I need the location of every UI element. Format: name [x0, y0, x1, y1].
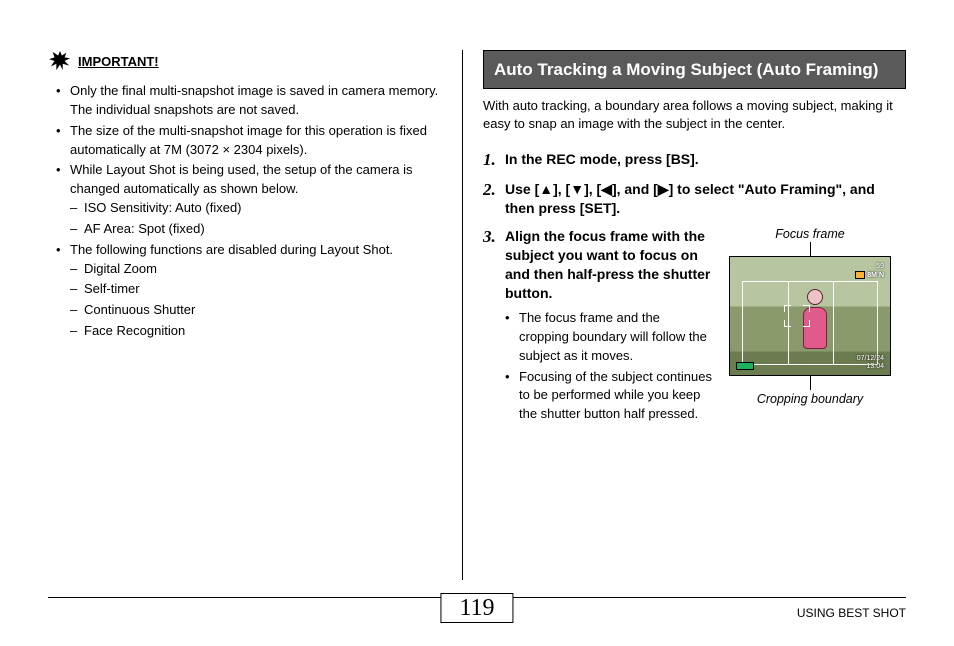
step-text: In the REC mode, press [BS].: [505, 150, 699, 169]
cropping-boundary-box: [742, 281, 878, 365]
leader-line: [810, 242, 811, 256]
dash-item: Self-timer: [84, 280, 444, 299]
step-text: Use [▲], [▼], [◀], and [▶] to select "Au…: [505, 180, 906, 218]
bullet-item: The following functions are disabled dur…: [70, 241, 444, 341]
t: Use [: [505, 181, 539, 197]
osd-mode: N: [879, 272, 884, 279]
step-1: 1. In the REC mode, press [BS].: [483, 150, 906, 170]
t: ], [: [553, 181, 570, 197]
focus-frame-box: [784, 305, 810, 327]
step-2: 2. Use [▲], [▼], [◀], and [▶] to select …: [483, 180, 906, 218]
sub-list: ISO Sensitivity: Auto (fixed) AF Area: S…: [70, 199, 444, 239]
step-text: Align the focus frame with the subject y…: [505, 227, 713, 303]
left-arrow-icon: ◀: [601, 181, 612, 197]
important-callout: IMPORTANT!: [48, 50, 444, 72]
focus-frame-caption: Focus frame: [721, 227, 899, 242]
page-content: IMPORTANT! Only the final multi-snapshot…: [0, 0, 954, 580]
starburst-icon: [48, 50, 74, 72]
left-column: IMPORTANT! Only the final multi-snapshot…: [48, 50, 463, 580]
step3-sub-bullets: The focus frame and the cropping boundar…: [505, 309, 713, 424]
page-footer: 119 USING BEST SHOT: [48, 597, 906, 620]
up-arrow-icon: ▲: [539, 181, 553, 197]
leader-line: [810, 376, 811, 390]
osd-indicator-icon: [736, 362, 754, 370]
section-heading: Auto Tracking a Moving Subject (Auto Fra…: [483, 50, 906, 89]
right-column: Auto Tracking a Moving Subject (Auto Fra…: [463, 50, 906, 580]
step-number: 3.: [483, 227, 505, 247]
bullet-item: While Layout Shot is being used, the set…: [70, 161, 444, 238]
footer-section-label: USING BEST SHOT: [797, 606, 906, 620]
step-number: 2.: [483, 180, 505, 200]
osd-time: 13:04: [857, 363, 884, 371]
osd-count: 59: [876, 263, 884, 270]
bullet-item: The focus frame and the cropping boundar…: [519, 309, 713, 366]
osd-size: 8M: [867, 272, 877, 279]
bullet-text: The following functions are disabled dur…: [70, 242, 393, 257]
dash-item: AF Area: Spot (fixed): [84, 220, 444, 239]
battery-icon: [855, 271, 865, 279]
camera-preview: 59 8M N 07/12/24 13:04: [729, 256, 891, 376]
dash-item: Digital Zoom: [84, 260, 444, 279]
step-3: 3. Align the focus frame with the subjec…: [483, 227, 906, 426]
sub-list: Digital Zoom Self-timer Continuous Shutt…: [70, 260, 444, 341]
bullet-item: The size of the multi-snapshot image for…: [70, 122, 444, 160]
cropping-boundary-caption: Cropping boundary: [721, 392, 899, 407]
dash-item: Continuous Shutter: [84, 301, 444, 320]
t: ], and [: [612, 181, 658, 197]
page-number: 119: [440, 593, 513, 623]
important-bullets: Only the final multi-snapshot image is s…: [48, 82, 444, 341]
bullet-item: Only the final multi-snapshot image is s…: [70, 82, 444, 120]
dash-item: Face Recognition: [84, 322, 444, 341]
t: ], [: [584, 181, 601, 197]
bullet-item: Focusing of the subject continues to be …: [519, 368, 713, 425]
important-label: IMPORTANT!: [78, 54, 159, 69]
step3-figure-col: Focus frame: [721, 227, 899, 426]
osd-datetime: 07/12/24 13:04: [857, 355, 884, 371]
osd-top-right: 59 8M N: [855, 263, 884, 279]
section-intro: With auto tracking, a boundary area foll…: [483, 97, 906, 133]
right-arrow-icon: ▶: [658, 181, 669, 197]
step-number: 1.: [483, 150, 505, 170]
step3-text-col: 3. Align the focus frame with the subjec…: [483, 227, 713, 426]
down-arrow-icon: ▼: [570, 181, 584, 197]
bullet-text: While Layout Shot is being used, the set…: [70, 162, 413, 196]
dash-item: ISO Sensitivity: Auto (fixed): [84, 199, 444, 218]
